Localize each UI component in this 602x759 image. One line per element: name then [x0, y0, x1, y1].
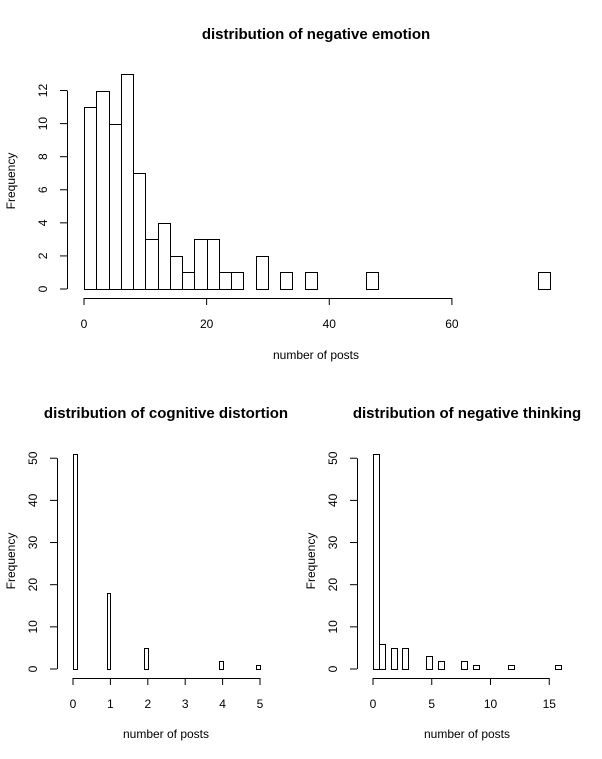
histogram-bar — [73, 454, 78, 670]
cognitive-distortion-histogram: distribution of cognitive distortion num… — [4, 405, 288, 741]
histogram-bar — [256, 256, 269, 290]
y-axis: 0 10 20 30 40 50 — [26, 451, 58, 672]
histogram-bar — [379, 644, 386, 670]
y-tick-label: 0 — [26, 665, 40, 672]
y-axis-label: Frequency — [4, 153, 18, 210]
histogram-bar — [366, 272, 379, 290]
histogram-bar — [194, 239, 208, 290]
chart-title: distribution of negative thinking — [353, 405, 581, 422]
y-tick-label: 40 — [26, 493, 40, 507]
histogram-bar — [96, 91, 110, 290]
histogram-bar — [402, 648, 409, 670]
x-axis: 0 5 10 15 — [370, 678, 557, 711]
histogram-bar — [305, 272, 318, 290]
x-axis: 0 20 40 60 — [81, 298, 459, 331]
y-tick-label: 40 — [326, 493, 340, 507]
bars — [84, 74, 551, 290]
histogram-bar — [182, 272, 195, 290]
histogram-bar — [538, 272, 551, 290]
x-tick-label: 3 — [182, 697, 189, 711]
negative-thinking-histogram: distribution of negative thinking number… — [304, 405, 581, 741]
histogram-bar — [84, 107, 97, 290]
y-tick-label: 4 — [36, 219, 50, 226]
y-axis: 0 2 4 6 8 10 12 — [36, 84, 68, 292]
histogram-bar — [207, 239, 220, 290]
y-axis-label: Frequency — [304, 533, 318, 590]
x-axis: 0 1 2 3 4 5 — [70, 678, 264, 711]
x-axis-label: number of posts — [424, 727, 510, 741]
histogram-bar — [158, 223, 171, 290]
x-tick-label: 2 — [144, 697, 151, 711]
x-tick-label: 5 — [428, 697, 435, 711]
x-tick-label: 0 — [81, 317, 88, 331]
bars — [373, 454, 562, 670]
histogram-bar — [391, 648, 398, 670]
histogram-bar — [107, 593, 111, 670]
histogram-bar — [555, 665, 562, 670]
x-axis-label: number of posts — [123, 727, 209, 741]
x-tick-label: 20 — [200, 317, 214, 331]
histogram-bar — [373, 454, 380, 670]
y-tick-label: 10 — [326, 620, 340, 634]
y-axis-label: Frequency — [4, 533, 18, 590]
x-tick-label: 15 — [543, 697, 557, 711]
histogram-bar — [144, 648, 149, 670]
y-tick-label: 8 — [36, 153, 50, 160]
y-tick-label: 50 — [326, 451, 340, 465]
y-axis: 0 10 20 30 40 50 — [326, 451, 358, 672]
histogram-bar — [121, 74, 134, 290]
histogram-bar — [219, 272, 232, 290]
x-tick-label: 10 — [484, 697, 498, 711]
y-tick-label: 6 — [36, 186, 50, 193]
histogram-bar — [473, 665, 480, 670]
chart-title: distribution of negative emotion — [202, 26, 430, 43]
histogram-bar — [133, 173, 146, 290]
histogram-bar — [109, 124, 122, 290]
histogram-bar — [256, 665, 261, 670]
y-tick-label: 12 — [36, 84, 50, 98]
negative-emotion-histogram: distribution of negative emotion number … — [4, 26, 551, 362]
histogram-bar — [145, 239, 159, 290]
y-tick-label: 10 — [36, 117, 50, 131]
x-tick-label: 0 — [370, 697, 377, 711]
bars — [73, 454, 261, 670]
chart-title: distribution of cognitive distortion — [44, 405, 288, 422]
y-tick-label: 0 — [36, 285, 50, 292]
x-tick-label: 1 — [107, 697, 114, 711]
histogram-bar — [461, 661, 468, 670]
y-tick-label: 30 — [26, 536, 40, 550]
x-tick-label: 60 — [445, 317, 459, 331]
histogram-bar — [438, 661, 445, 670]
histogram-bar — [231, 272, 244, 290]
histogram-bar — [170, 256, 183, 290]
y-tick-label: 50 — [26, 451, 40, 465]
x-tick-label: 5 — [257, 697, 264, 711]
x-tick-label: 0 — [70, 697, 77, 711]
x-axis-label: number of posts — [273, 348, 359, 362]
x-tick-label: 4 — [219, 697, 226, 711]
x-tick-label: 40 — [323, 317, 337, 331]
y-tick-label: 0 — [326, 665, 340, 672]
histogram-bar — [426, 656, 433, 670]
y-tick-label: 2 — [36, 252, 50, 259]
y-tick-label: 30 — [326, 536, 340, 550]
histogram-bar — [219, 661, 224, 670]
y-tick-label: 20 — [326, 578, 340, 592]
y-tick-label: 20 — [26, 578, 40, 592]
histogram-bar — [508, 665, 515, 670]
histogram-bar — [280, 272, 293, 290]
y-tick-label: 10 — [26, 620, 40, 634]
